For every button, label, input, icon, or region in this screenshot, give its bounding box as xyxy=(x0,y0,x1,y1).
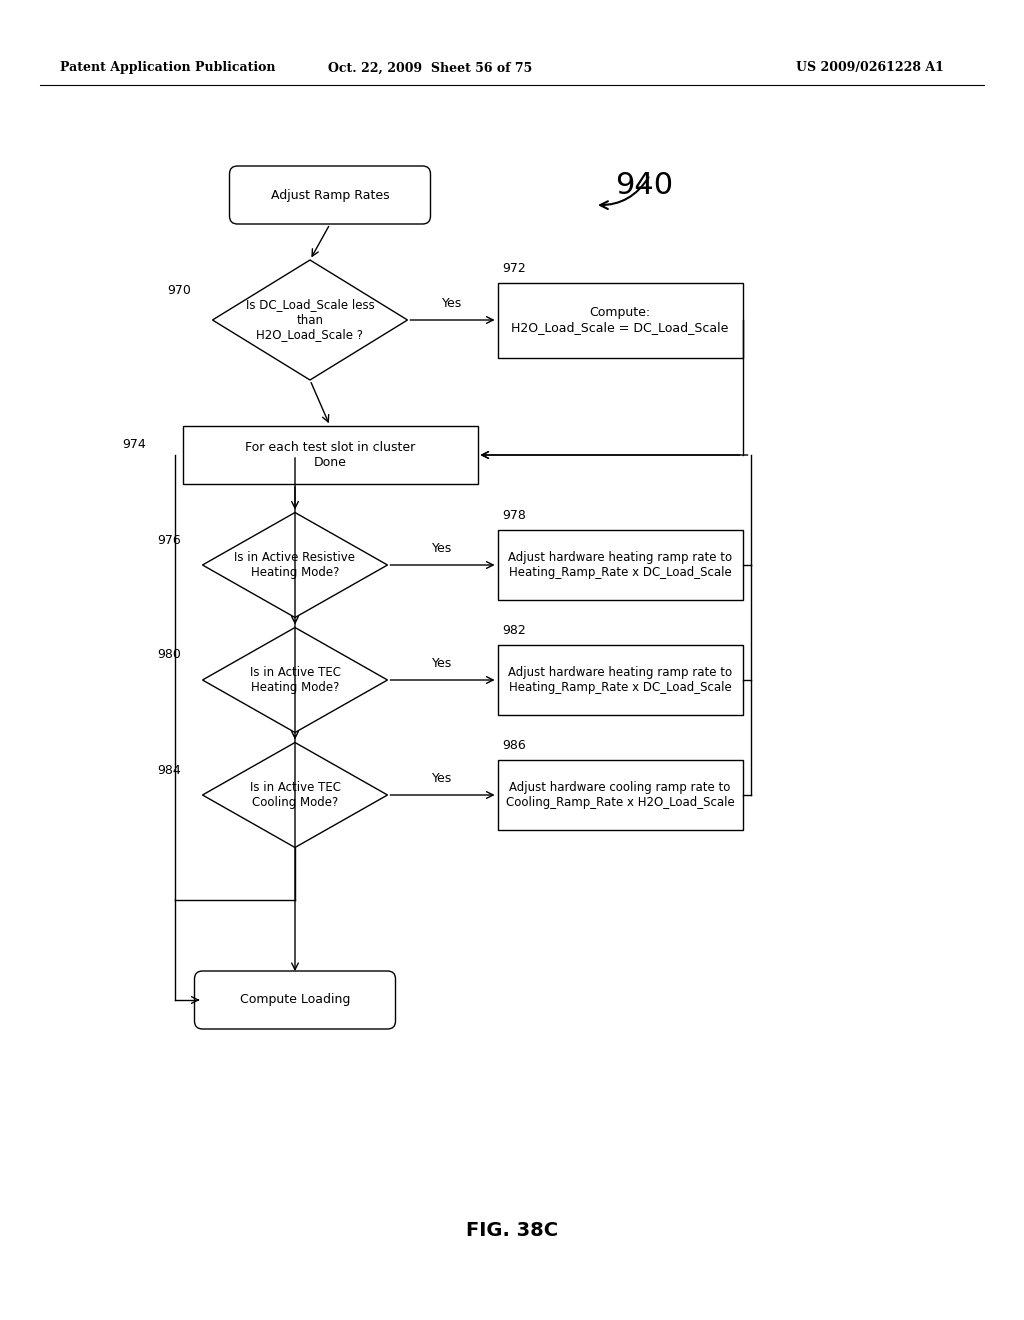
Text: Oct. 22, 2009  Sheet 56 of 75: Oct. 22, 2009 Sheet 56 of 75 xyxy=(328,62,532,74)
Text: Adjust Ramp Rates: Adjust Ramp Rates xyxy=(270,189,389,202)
Text: 970: 970 xyxy=(168,284,191,297)
Text: Is in Active TEC
Heating Mode?: Is in Active TEC Heating Mode? xyxy=(250,667,341,694)
Text: 986: 986 xyxy=(503,739,526,752)
Bar xyxy=(498,645,742,715)
Text: Adjust hardware heating ramp rate to
Heating_Ramp_Rate x DC_Load_Scale: Adjust hardware heating ramp rate to Hea… xyxy=(508,667,732,694)
Polygon shape xyxy=(203,627,387,733)
Text: Adjust hardware cooling ramp rate to
Cooling_Ramp_Rate x H2O_Load_Scale: Adjust hardware cooling ramp rate to Coo… xyxy=(506,781,734,809)
Text: US 2009/0261228 A1: US 2009/0261228 A1 xyxy=(796,62,944,74)
Text: 980: 980 xyxy=(158,648,181,661)
Text: 982: 982 xyxy=(503,624,526,638)
Text: For each test slot in cluster
Done: For each test slot in cluster Done xyxy=(245,441,415,469)
Text: 940: 940 xyxy=(615,170,673,199)
Text: FIG. 38C: FIG. 38C xyxy=(466,1221,558,1239)
Bar xyxy=(498,282,742,358)
Text: Yes: Yes xyxy=(432,543,453,554)
Text: Is DC_Load_Scale less
than
H2O_Load_Scale ?: Is DC_Load_Scale less than H2O_Load_Scal… xyxy=(246,298,375,342)
FancyBboxPatch shape xyxy=(229,166,430,224)
Text: 974: 974 xyxy=(123,438,146,451)
Bar xyxy=(498,531,742,601)
Text: Is in Active TEC
Cooling Mode?: Is in Active TEC Cooling Mode? xyxy=(250,781,341,809)
Text: 984: 984 xyxy=(158,763,181,776)
Polygon shape xyxy=(203,742,387,847)
Polygon shape xyxy=(203,512,387,618)
Text: Compute Loading: Compute Loading xyxy=(240,994,350,1006)
Text: Yes: Yes xyxy=(432,657,453,671)
Text: 972: 972 xyxy=(503,261,526,275)
Text: Patent Application Publication: Patent Application Publication xyxy=(60,62,275,74)
FancyBboxPatch shape xyxy=(195,972,395,1030)
Bar xyxy=(182,426,477,484)
Text: Is in Active Resistive
Heating Mode?: Is in Active Resistive Heating Mode? xyxy=(234,550,355,579)
Text: Yes: Yes xyxy=(442,297,463,310)
Text: Compute:
H2O_Load_Scale = DC_Load_Scale: Compute: H2O_Load_Scale = DC_Load_Scale xyxy=(511,306,729,334)
Bar xyxy=(498,760,742,830)
Polygon shape xyxy=(213,260,408,380)
Text: 976: 976 xyxy=(158,533,181,546)
Text: Adjust hardware heating ramp rate to
Heating_Ramp_Rate x DC_Load_Scale: Adjust hardware heating ramp rate to Hea… xyxy=(508,550,732,579)
Text: 978: 978 xyxy=(503,510,526,521)
Text: Yes: Yes xyxy=(432,772,453,785)
